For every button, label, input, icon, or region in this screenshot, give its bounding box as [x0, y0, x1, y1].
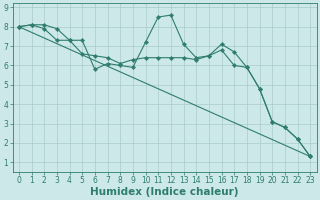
X-axis label: Humidex (Indice chaleur): Humidex (Indice chaleur): [90, 187, 239, 197]
